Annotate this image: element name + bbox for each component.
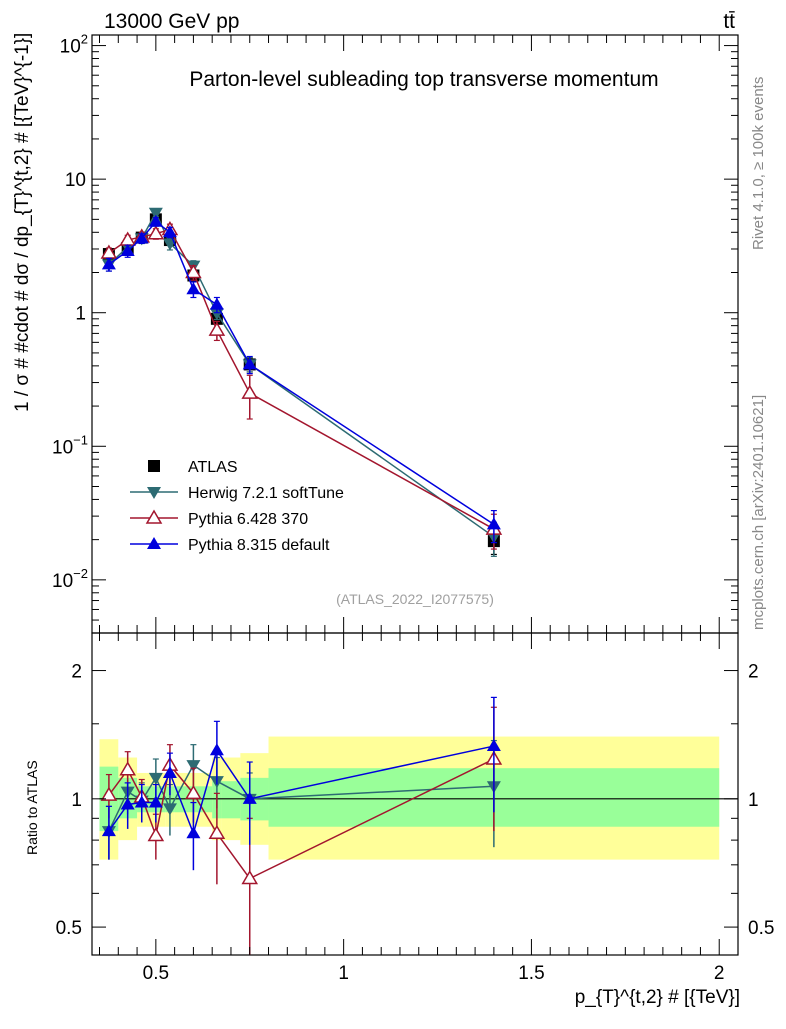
x-tick-label: 1.5	[518, 963, 544, 984]
y-tick-label: 10−1	[52, 432, 88, 458]
data-point	[148, 207, 163, 220]
y-tick-base: 10	[52, 571, 73, 592]
data-point	[147, 225, 165, 240]
ratio-point	[119, 761, 136, 776]
ratio-layer	[99, 696, 738, 955]
series-3	[101, 214, 501, 544]
data-point	[162, 225, 177, 238]
x-tick-label: 1	[338, 963, 349, 984]
ratio-point	[162, 765, 177, 778]
ratio-point	[120, 797, 135, 810]
data-point	[242, 357, 257, 370]
y-tick-base: 10	[52, 437, 73, 458]
ratio-series-2	[101, 696, 501, 871]
rivet-version-label: Rivet 4.1.0, ≥ 100k events	[750, 77, 767, 250]
ratio-point	[134, 795, 149, 808]
y-axis-label-text: 1 / σ # #cdot # dσ / dp_{T}^{t,2} # [{Te…	[12, 33, 33, 412]
legend: ATLAS Herwig 7.2.1 softTune Pythia 6.428 3…	[130, 459, 344, 554]
data-point	[208, 321, 226, 336]
legend-entry-3: Pythia 8.315 default	[130, 537, 330, 554]
x-axis-label: p_{T}^{t,2} # [{TeV}]	[575, 987, 740, 1008]
data-point	[241, 384, 259, 399]
legend-label: Pythia 8.315 default	[188, 537, 330, 554]
ratio-point	[100, 786, 118, 801]
main-layer	[100, 207, 503, 557]
ratio-point	[186, 826, 201, 839]
y-tick-exponent: −2	[73, 566, 88, 581]
legend-label: Herwig 7.2.1 softTune	[188, 485, 344, 502]
legend-marker	[148, 460, 160, 472]
y-tick-label: 102	[60, 32, 88, 58]
legend-marker	[145, 509, 163, 524]
process-label: tt̄	[723, 10, 735, 33]
ratio-y-tick-label-right: 1	[748, 790, 759, 811]
data-point	[148, 214, 163, 227]
ratio-point	[101, 824, 116, 837]
data-point	[209, 297, 224, 310]
ratio-point	[147, 827, 165, 842]
mcplots-label: mcplots.cern.ch [arXiv:2401.10621]	[750, 395, 767, 630]
data-point	[186, 282, 201, 295]
y-axis-label: 1 / σ # #cdot # dσ / dp_{T}^{t,2} # [{Te…	[12, 33, 33, 412]
ratio-point	[185, 784, 202, 800]
x-tick-label: 2	[714, 963, 725, 984]
legend-label: ATLAS	[188, 459, 238, 476]
legend-marker	[147, 487, 161, 499]
y-tick-base: 10	[60, 37, 81, 58]
chart-title: Parton-level subleading top transverse m…	[189, 68, 658, 91]
legend-entry-0: ATLAS	[148, 459, 238, 476]
ratio-y-tick-label: 0.5	[56, 918, 82, 939]
ratio-point	[186, 760, 201, 773]
ratio-point	[241, 870, 259, 885]
series-0	[102, 213, 500, 556]
data-point	[101, 257, 116, 270]
y-tick-label: 10	[65, 170, 86, 191]
y-tick-label: 10−2	[52, 566, 88, 592]
ratio-point	[148, 795, 163, 808]
data-point	[134, 231, 149, 244]
y-tick-label: 1	[75, 304, 86, 325]
ratio-point	[208, 824, 226, 840]
data-point	[486, 517, 501, 530]
series-line-3	[108, 220, 495, 526]
legend-entry-2: Pythia 6.428 370	[130, 509, 308, 528]
ratio-y-tick-label-right: 0.5	[748, 918, 774, 939]
ratio-point	[148, 772, 163, 785]
y-tick-exponent: 2	[81, 32, 88, 47]
ratio-y-tick-label: 1	[71, 790, 82, 811]
ratio-y-axis-label: Ratio to ATLAS	[24, 760, 40, 855]
legend-marker	[147, 537, 161, 549]
data-point	[185, 264, 202, 279]
ratio-y-tick-label-right: 2	[748, 662, 759, 683]
energy-label: 13000 GeV pp	[104, 10, 239, 33]
x-axis-label-text: p_{T}^{t,2} # [{TeV}]	[575, 987, 740, 1008]
ratio-point	[242, 791, 257, 804]
legend-label: Pythia 6.428 370	[188, 511, 308, 528]
legend-entry-1: Herwig 7.2.1 softTune	[130, 485, 344, 502]
data-point	[120, 243, 135, 256]
analysis-watermark: (ATLAS_2022_I2077575)	[336, 591, 494, 607]
ratio-point	[162, 803, 177, 816]
uncertainty-band-inner	[221, 781, 241, 819]
ratio-point	[486, 739, 501, 752]
y-tick-exponent: −1	[73, 432, 88, 447]
ratio-y-tick-label: 2	[71, 662, 82, 683]
ratio-point	[209, 743, 224, 756]
series-1	[101, 207, 501, 557]
x-tick-label: 0.5	[143, 963, 169, 984]
ratio-plot-frame	[91, 632, 739, 956]
